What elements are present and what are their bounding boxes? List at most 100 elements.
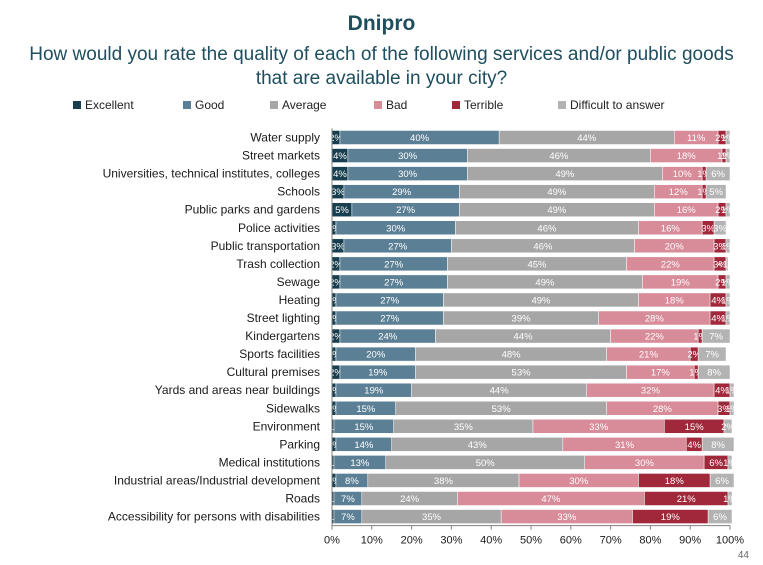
data-label: 1% — [697, 187, 711, 198]
data-label: 47% — [541, 494, 561, 505]
data-label: 4% — [687, 440, 701, 451]
data-label: 46% — [533, 241, 553, 252]
data-label: 4% — [711, 295, 725, 306]
legend-item: Good — [183, 98, 224, 112]
category-label: Schools — [277, 185, 320, 199]
data-label: 35% — [454, 422, 474, 433]
data-label: <1% — [323, 512, 343, 523]
data-label: 3% — [713, 259, 727, 270]
data-label: 27% — [388, 241, 408, 252]
legend-swatch — [183, 101, 191, 109]
data-label: 13% — [350, 458, 370, 469]
data-label: 30% — [635, 458, 655, 469]
data-label: 22% — [645, 332, 665, 343]
category-label: Medical institutions — [219, 455, 320, 469]
bar-segment — [727, 491, 733, 506]
legend-label: Average — [282, 98, 327, 112]
data-label: 30% — [386, 223, 406, 234]
data-label: 1% — [721, 277, 735, 288]
data-label: 1% — [327, 440, 341, 451]
category-label: Sidewalks — [266, 401, 320, 415]
data-label: 8% — [707, 368, 721, 379]
data-label: 18% — [677, 151, 697, 162]
data-label: <1% — [323, 494, 343, 505]
data-label: 28% — [645, 314, 665, 325]
data-label: 2% — [687, 350, 701, 361]
category-label: Yards and areas near buildings — [155, 383, 320, 397]
bar-segment — [725, 238, 731, 254]
data-label: 32% — [641, 386, 661, 397]
data-label: 1% — [717, 151, 731, 162]
data-label: 33% — [589, 422, 609, 433]
category-label: Trash collection — [236, 257, 320, 271]
data-label: 30% — [398, 151, 418, 162]
data-label: 22% — [661, 259, 681, 270]
legend-label: Difficult to answer — [570, 98, 665, 112]
data-label: 2% — [329, 277, 343, 288]
data-label: 1% — [725, 386, 739, 397]
data-label: 27% — [384, 277, 404, 288]
data-label: 1% — [721, 151, 735, 162]
data-label: 8% — [345, 476, 359, 487]
legend-label: Bad — [386, 98, 408, 112]
data-label: 11% — [687, 133, 706, 144]
legend-swatch — [73, 101, 81, 109]
data-label: 1% — [689, 368, 703, 379]
legend: Excellent Good Average Bad Terrible Difficult… — [0, 98, 763, 116]
data-label: 50% — [476, 458, 496, 469]
bar-segment — [725, 292, 731, 308]
data-label: 10% — [673, 169, 693, 180]
data-label: 1% — [721, 133, 735, 144]
data-label: 7% — [705, 350, 719, 361]
data-label: 6% — [709, 458, 723, 469]
data-label: 19% — [364, 386, 384, 397]
data-label: 8% — [711, 440, 725, 451]
data-label: 49% — [535, 277, 555, 288]
bar-segment — [697, 346, 727, 362]
x-tick-label: 20% — [401, 535, 423, 547]
data-label: 30% — [398, 169, 418, 180]
data-label: 16% — [661, 223, 681, 234]
category-label: Public transportation — [211, 239, 320, 253]
x-tick-label: 50% — [520, 535, 542, 547]
legend-swatch — [270, 101, 278, 109]
bar-segment — [705, 166, 731, 181]
data-label: 29% — [392, 187, 412, 198]
data-label: <1% — [717, 259, 737, 270]
data-label: 1% — [327, 314, 341, 325]
bar-segment — [701, 328, 731, 344]
data-label: 19% — [671, 277, 691, 288]
bar-segment — [697, 364, 731, 380]
data-label: 27% — [384, 259, 404, 270]
data-label: <1% — [323, 422, 343, 433]
legend-item: Average — [270, 98, 326, 112]
data-label: 7% — [709, 332, 723, 343]
data-label: 1% — [327, 350, 341, 361]
data-label: 43% — [468, 440, 488, 451]
x-tick-label: 60% — [560, 535, 582, 547]
x-tick-label: 90% — [679, 535, 701, 547]
x-tick-label: 80% — [639, 535, 661, 547]
data-label: 1% — [327, 404, 341, 415]
data-label: 7% — [341, 494, 355, 505]
legend-item: Bad — [374, 98, 407, 112]
data-label: 30% — [569, 476, 589, 487]
data-label: 3% — [331, 241, 345, 252]
data-label: 19% — [661, 512, 681, 523]
bar-segment — [725, 274, 731, 290]
data-label: 2% — [715, 277, 729, 288]
legend-label: Terrible — [464, 98, 504, 112]
data-label: 20% — [366, 350, 386, 361]
bar-segment — [725, 202, 731, 217]
data-label: 12% — [669, 187, 689, 198]
data-label: 27% — [380, 314, 400, 325]
data-label: 4% — [333, 169, 347, 180]
data-label: 1% — [721, 295, 735, 306]
data-label: 45% — [527, 259, 547, 270]
category-label: Street lighting — [247, 311, 320, 325]
legend-label: Excellent — [85, 98, 134, 112]
data-label: 4% — [333, 151, 347, 162]
x-tick-label: 10% — [361, 535, 383, 547]
data-label: 1% — [721, 205, 735, 216]
data-label: 4% — [715, 386, 729, 397]
